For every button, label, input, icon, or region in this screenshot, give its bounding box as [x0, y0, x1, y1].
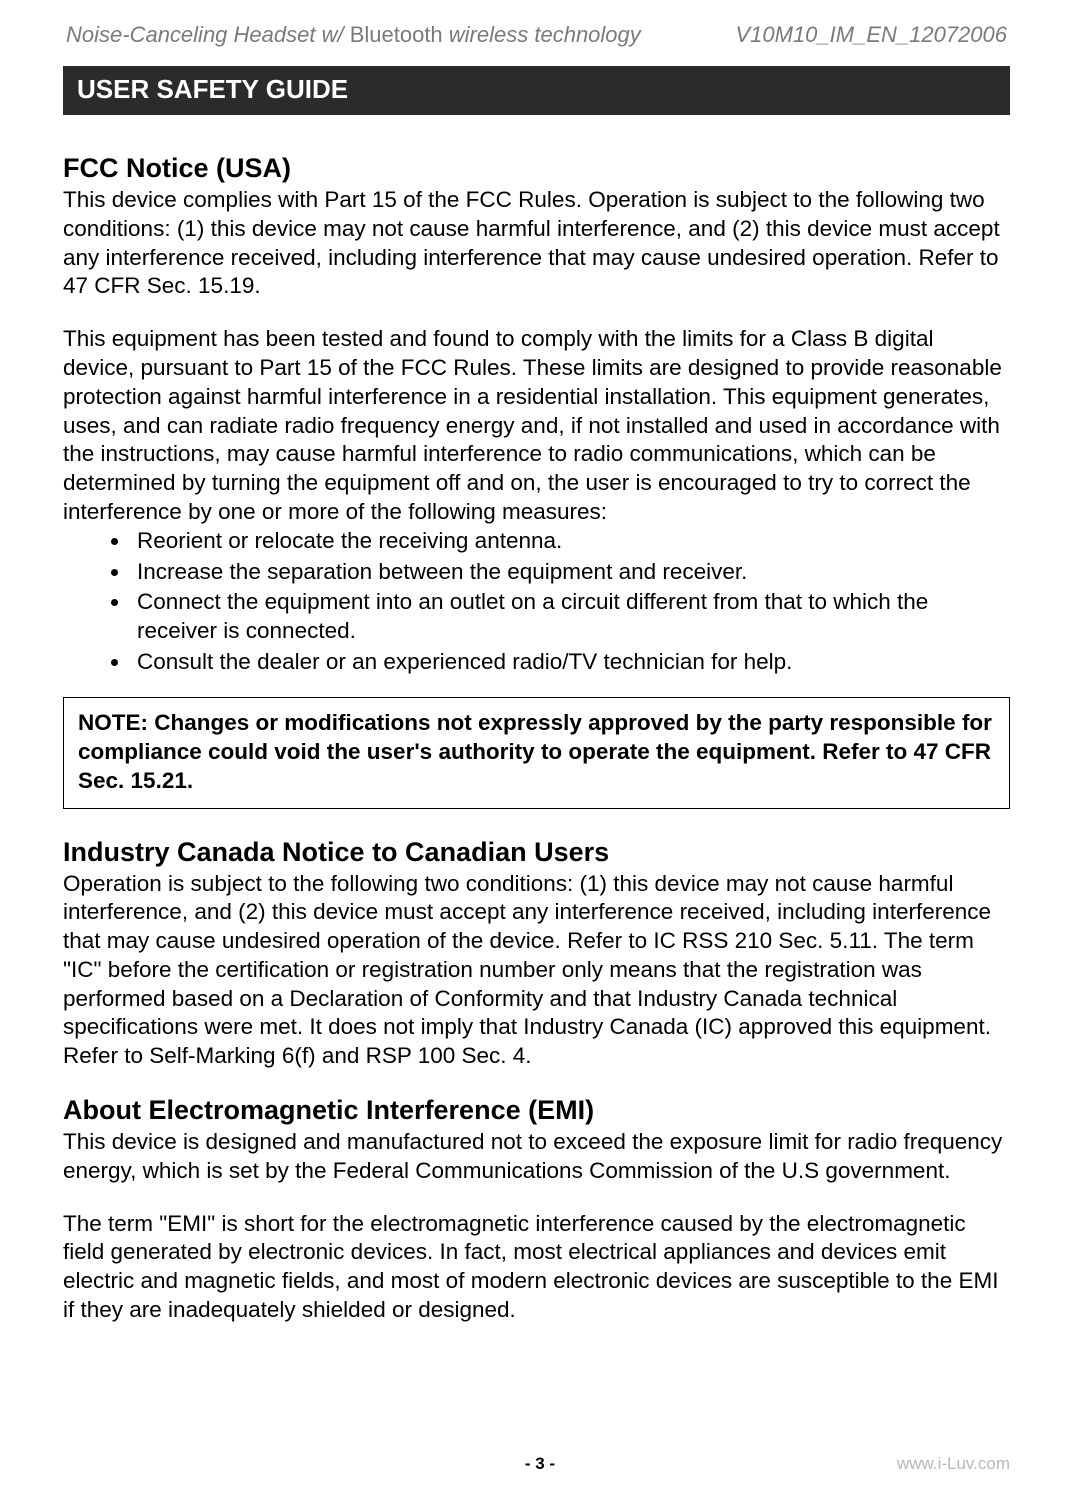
product-name-part1: Noise-Canceling Headset w/: [66, 22, 350, 47]
list-item: Increase the separation between the equi…: [131, 558, 1010, 587]
footer-url: www.i-Luv.com: [897, 1454, 1010, 1474]
emi-paragraph-1: This device is designed and manufactured…: [63, 1128, 1010, 1186]
fcc-paragraph-1: This device complies with Part 15 of the…: [63, 186, 1010, 301]
list-item: Reorient or relocate the receiving anten…: [131, 527, 1010, 556]
document-code: V10M10_IM_EN_12072006: [735, 22, 1007, 48]
document-header: Noise-Canceling Headset w/ Bluetooth wir…: [63, 22, 1010, 48]
product-name-part3: wireless technology: [443, 22, 641, 47]
fcc-paragraph-2: This equipment has been tested and found…: [63, 325, 1010, 527]
emi-heading: About Electromagnetic Interference (EMI): [63, 1095, 1010, 1126]
product-name: Noise-Canceling Headset w/ Bluetooth wir…: [66, 22, 641, 48]
canada-paragraph-1: Operation is subject to the following tw…: [63, 870, 1010, 1072]
emi-paragraph-2: The term "EMI" is short for the electrom…: [63, 1210, 1010, 1325]
fcc-heading: FCC Notice (USA): [63, 153, 1010, 184]
product-name-part2: Bluetooth: [350, 22, 443, 47]
fcc-bullet-list: Reorient or relocate the receiving anten…: [63, 527, 1010, 677]
document-page: Noise-Canceling Headset w/ Bluetooth wir…: [0, 0, 1080, 1512]
list-item: Connect the equipment into an outlet on …: [131, 588, 1010, 646]
section-banner: USER SAFETY GUIDE: [63, 66, 1010, 115]
list-item: Consult the dealer or an experienced rad…: [131, 648, 1010, 677]
note-box: NOTE: Changes or modifications not expre…: [63, 697, 1010, 809]
canada-heading: Industry Canada Notice to Canadian Users: [63, 837, 1010, 868]
